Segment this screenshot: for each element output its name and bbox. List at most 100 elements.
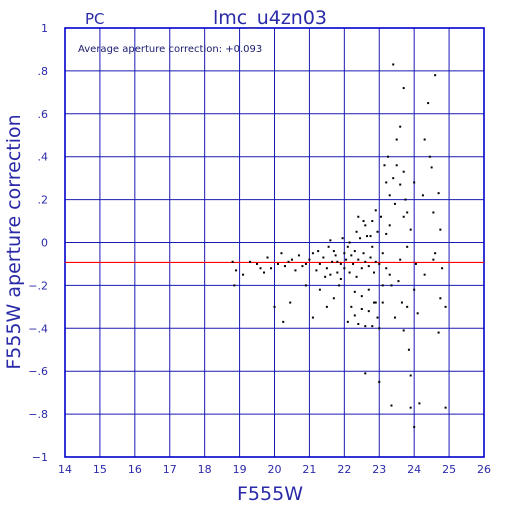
data-point bbox=[334, 254, 337, 257]
x-tick-labels: 14 15 16 17 18 19 20 21 22 23 24 25 26 bbox=[58, 463, 491, 476]
data-point bbox=[441, 267, 444, 270]
data-point bbox=[390, 404, 393, 407]
data-point bbox=[350, 305, 353, 308]
plot-frame bbox=[64, 27, 485, 458]
x-tick-label: 22 bbox=[337, 463, 351, 476]
data-point bbox=[378, 327, 381, 330]
y-tick-label: 1 bbox=[41, 22, 48, 35]
data-point bbox=[371, 220, 374, 223]
data-point bbox=[385, 267, 388, 270]
y-tick-label: −.6 bbox=[28, 365, 48, 378]
data-point bbox=[409, 374, 412, 377]
data-point bbox=[364, 372, 367, 375]
data-point bbox=[325, 267, 328, 270]
data-point bbox=[235, 269, 238, 272]
data-point bbox=[322, 256, 325, 259]
corner-label: PC bbox=[85, 10, 105, 28]
data-point bbox=[294, 269, 297, 272]
data-point bbox=[406, 211, 409, 214]
data-point bbox=[402, 87, 405, 90]
data-point bbox=[434, 74, 437, 77]
data-point bbox=[266, 256, 269, 259]
data-point bbox=[283, 265, 286, 268]
data-point bbox=[409, 228, 412, 231]
data-point bbox=[336, 271, 339, 274]
data-point bbox=[367, 288, 370, 291]
y-tick-label: .8 bbox=[38, 65, 49, 78]
data-point bbox=[402, 170, 405, 173]
data-point bbox=[280, 252, 283, 255]
data-point bbox=[437, 331, 440, 334]
data-point bbox=[406, 305, 409, 308]
data-point bbox=[318, 288, 321, 291]
data-point bbox=[439, 297, 442, 300]
x-tick-label: 25 bbox=[442, 463, 456, 476]
data-point bbox=[301, 265, 304, 268]
data-point bbox=[364, 260, 367, 263]
data-point bbox=[242, 273, 245, 276]
data-point bbox=[381, 301, 384, 304]
data-point bbox=[390, 284, 393, 287]
y-tick-label: −1 bbox=[32, 451, 48, 464]
data-point bbox=[346, 245, 349, 248]
data-point bbox=[308, 258, 311, 261]
data-point bbox=[289, 301, 292, 304]
data-point bbox=[355, 230, 358, 233]
data-point bbox=[427, 102, 430, 105]
data-point bbox=[297, 254, 300, 257]
data-point bbox=[388, 194, 391, 197]
y-tick-labels: −1 −.8 −.6 −.4 −.2 0 .2 .4 .6 .8 1 bbox=[28, 22, 48, 464]
data-point bbox=[332, 297, 335, 300]
data-point bbox=[399, 183, 402, 186]
y-tick-label: −.4 bbox=[28, 322, 48, 335]
data-point bbox=[388, 224, 391, 227]
x-tick-label: 21 bbox=[302, 463, 316, 476]
data-point bbox=[414, 262, 417, 265]
data-point bbox=[315, 269, 318, 272]
x-tick-label: 19 bbox=[233, 463, 247, 476]
y-tick-label: −.8 bbox=[28, 408, 48, 421]
data-point bbox=[364, 224, 367, 227]
x-tick-label: 24 bbox=[407, 463, 421, 476]
data-point bbox=[399, 258, 402, 261]
data-point bbox=[413, 425, 416, 428]
data-point bbox=[388, 273, 391, 276]
data-point bbox=[353, 290, 356, 293]
data-point bbox=[400, 301, 403, 304]
data-point bbox=[360, 295, 363, 298]
y-tick-label: .2 bbox=[38, 194, 49, 207]
data-point bbox=[381, 252, 384, 255]
data-point bbox=[376, 230, 379, 233]
data-point bbox=[418, 402, 421, 405]
data-point bbox=[374, 301, 377, 304]
data-point bbox=[256, 262, 259, 265]
data-point bbox=[428, 155, 431, 158]
data-point bbox=[371, 245, 374, 248]
data-point bbox=[362, 220, 365, 223]
data-point bbox=[290, 258, 293, 261]
data-point bbox=[374, 260, 377, 263]
data-point bbox=[423, 138, 426, 141]
data-point bbox=[386, 155, 389, 158]
data-point bbox=[393, 316, 396, 319]
data-point bbox=[343, 252, 346, 255]
x-tick-label: 23 bbox=[372, 463, 386, 476]
data-point bbox=[437, 192, 440, 195]
data-point bbox=[385, 232, 388, 235]
x-tick-label: 15 bbox=[93, 463, 107, 476]
data-point bbox=[317, 250, 320, 253]
data-point bbox=[329, 273, 332, 276]
data-point bbox=[355, 275, 358, 278]
data-point bbox=[404, 198, 407, 201]
data-point bbox=[444, 305, 447, 308]
data-point bbox=[357, 323, 360, 326]
data-point bbox=[402, 215, 405, 218]
x-tick-label: 26 bbox=[477, 463, 491, 476]
y-tick-label: .4 bbox=[38, 151, 49, 164]
y-axis-label: F555W aperture correction bbox=[3, 114, 25, 369]
data-point bbox=[311, 316, 314, 319]
data-point bbox=[345, 258, 348, 261]
data-point bbox=[432, 258, 435, 261]
data-point bbox=[324, 275, 327, 278]
